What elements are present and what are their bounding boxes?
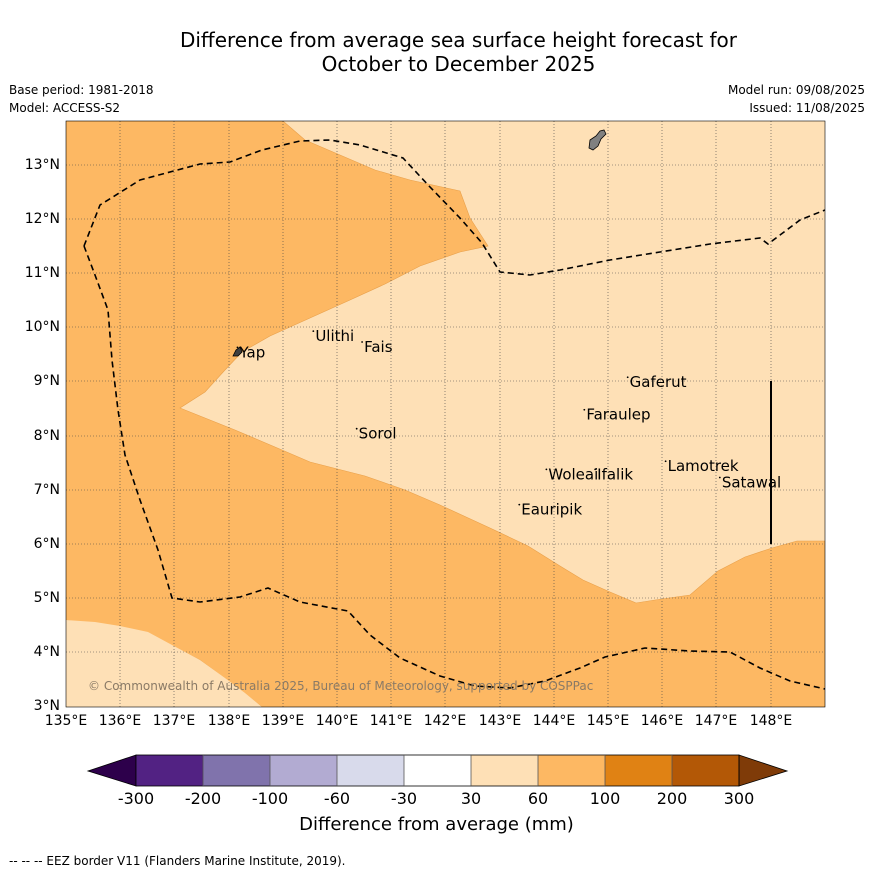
colorbar-tick-label: -100 <box>251 789 289 808</box>
lat-tick-13n: 13°N <box>24 157 60 173</box>
land-features <box>232 129 607 357</box>
lat-tick-9n: 9°N <box>33 373 60 389</box>
lon-tick-148e: 148°E <box>749 713 793 729</box>
lon-tick-141e: 141°E <box>369 713 413 729</box>
lon-tick-146e: 146°E <box>640 713 684 729</box>
lat-tick-10n: 10°N <box>24 319 60 335</box>
colorbar-tick-label: 60 <box>527 789 549 808</box>
map-title-line-1: Difference from average sea surface heig… <box>179 28 738 52</box>
lat-tick-8n: 8°N <box>33 428 60 444</box>
place-label-fais: Fais <box>364 338 393 356</box>
colorbar-bin-1 <box>136 755 203 786</box>
place-labels: Yap Ulithi Fais Gaferut Faraulep Sorol WoleaiI… <box>236 327 781 519</box>
copyright-text: © Commonwealth of Australia 2025, Bureau… <box>88 679 593 693</box>
colorbar-under-triangle <box>86 754 137 787</box>
place-marker <box>518 503 521 506</box>
colorbar-over-triangle <box>738 754 789 787</box>
lat-tick-3n: 3°N <box>33 698 60 714</box>
lon-tick-139e: 139°E <box>261 713 305 729</box>
colorbar-tick-label: -30 <box>390 789 418 808</box>
lon-tick-147e: 147°E <box>694 713 738 729</box>
place-label-satawal: Satawal <box>722 473 781 491</box>
lat-tick-7n: 7°N <box>33 482 60 498</box>
colorbar-tick-label: 300 <box>723 789 755 808</box>
anomaly-60-100-region-north <box>66 121 825 707</box>
place-marker <box>236 346 239 349</box>
place-label-gaferut: Gaferut <box>630 373 687 391</box>
anomaly-30-60-region-southwest <box>66 620 262 707</box>
place-label-sorol: Sorol <box>359 425 397 443</box>
eez-border-palau-fsm <box>83 139 825 276</box>
lon-tick-145e: 145°E <box>586 713 630 729</box>
colorbar <box>86 754 789 787</box>
place-label-yap: Yap <box>238 343 265 361</box>
place-label-ulithi: Ulithi <box>315 327 354 345</box>
place-label-faraulep: Faraulep <box>586 406 650 424</box>
place-marker <box>355 427 358 430</box>
lat-tick-6n: 6°N <box>33 536 60 552</box>
place-marker <box>626 376 629 379</box>
colorbar-bin-3 <box>270 755 337 786</box>
lat-tick-4n: 4°N <box>33 644 60 660</box>
lon-tick-142e: 142°E <box>423 713 467 729</box>
colorbar-bin-4 <box>337 755 404 786</box>
lon-tick-140e: 140°E <box>315 713 359 729</box>
graticule <box>66 121 825 707</box>
place-marker <box>594 468 597 471</box>
colorbar-tick-label: 30 <box>460 789 482 808</box>
colorbar-tick-label: -300 <box>117 789 155 808</box>
place-label-eauripik: Eauripik <box>521 501 582 519</box>
colorbar-tick-label: -200 <box>184 789 222 808</box>
colorbar-bin-5 <box>404 755 471 786</box>
place-marker <box>312 330 315 333</box>
colorbar-tick-label: 100 <box>589 789 621 808</box>
lon-tick-143e: 143°E <box>478 713 522 729</box>
place-marker <box>361 341 363 343</box>
place-marker <box>718 476 721 479</box>
colorbar-bin-9 <box>672 755 739 786</box>
colorbar-bin-2 <box>203 755 270 786</box>
lat-tick-12n: 12°N <box>24 211 60 227</box>
colorbar-tick-label: 200 <box>656 789 688 808</box>
model-text: Model: ACCESS-S2 <box>9 101 121 115</box>
place-marker <box>545 468 548 471</box>
colorbar-axis-label: Difference from average (mm) <box>299 814 574 835</box>
place-label-lamotrek: Lamotrek <box>668 457 739 475</box>
lat-tick-5n: 5°N <box>33 590 60 606</box>
eez-border-west-south <box>83 245 825 690</box>
colorbar-bin-7 <box>538 755 605 786</box>
map-plot-area <box>66 121 825 707</box>
issued-text: Issued: 11/08/2025 <box>749 101 865 115</box>
guam-island <box>588 129 607 151</box>
lon-tick-138e: 138°E <box>207 713 251 729</box>
place-marker <box>664 460 667 463</box>
lon-tick-135e: 135°E <box>44 713 88 729</box>
colorbar-tick-label: -60 <box>323 789 351 808</box>
eez-borders <box>83 139 825 690</box>
yap-island <box>232 346 243 357</box>
model-run-text: Model run: 09/08/2025 <box>727 83 865 97</box>
place-label-woleai: Woleai <box>548 465 598 483</box>
lon-tick-137e: 137°E <box>152 713 196 729</box>
lat-tick-11n: 11°N <box>24 265 60 281</box>
eez-border-footnote: -- -- -- EEZ border V11 (Flanders Marine… <box>9 854 346 868</box>
lon-tick-136e: 136°E <box>98 713 142 729</box>
map-title-line-2: October to December 2025 <box>321 52 596 76</box>
place-marker <box>583 408 586 411</box>
colorbar-bin-8 <box>605 755 672 786</box>
colorbar-outline <box>135 754 740 787</box>
base-period-text: Base period: 1981-2018 <box>9 83 154 97</box>
colorbar-bin-6 <box>471 755 538 786</box>
lon-tick-144e: 144°E <box>532 713 576 729</box>
map-frame <box>65 120 826 708</box>
place-label-ifalik: Ifalik <box>597 465 633 483</box>
